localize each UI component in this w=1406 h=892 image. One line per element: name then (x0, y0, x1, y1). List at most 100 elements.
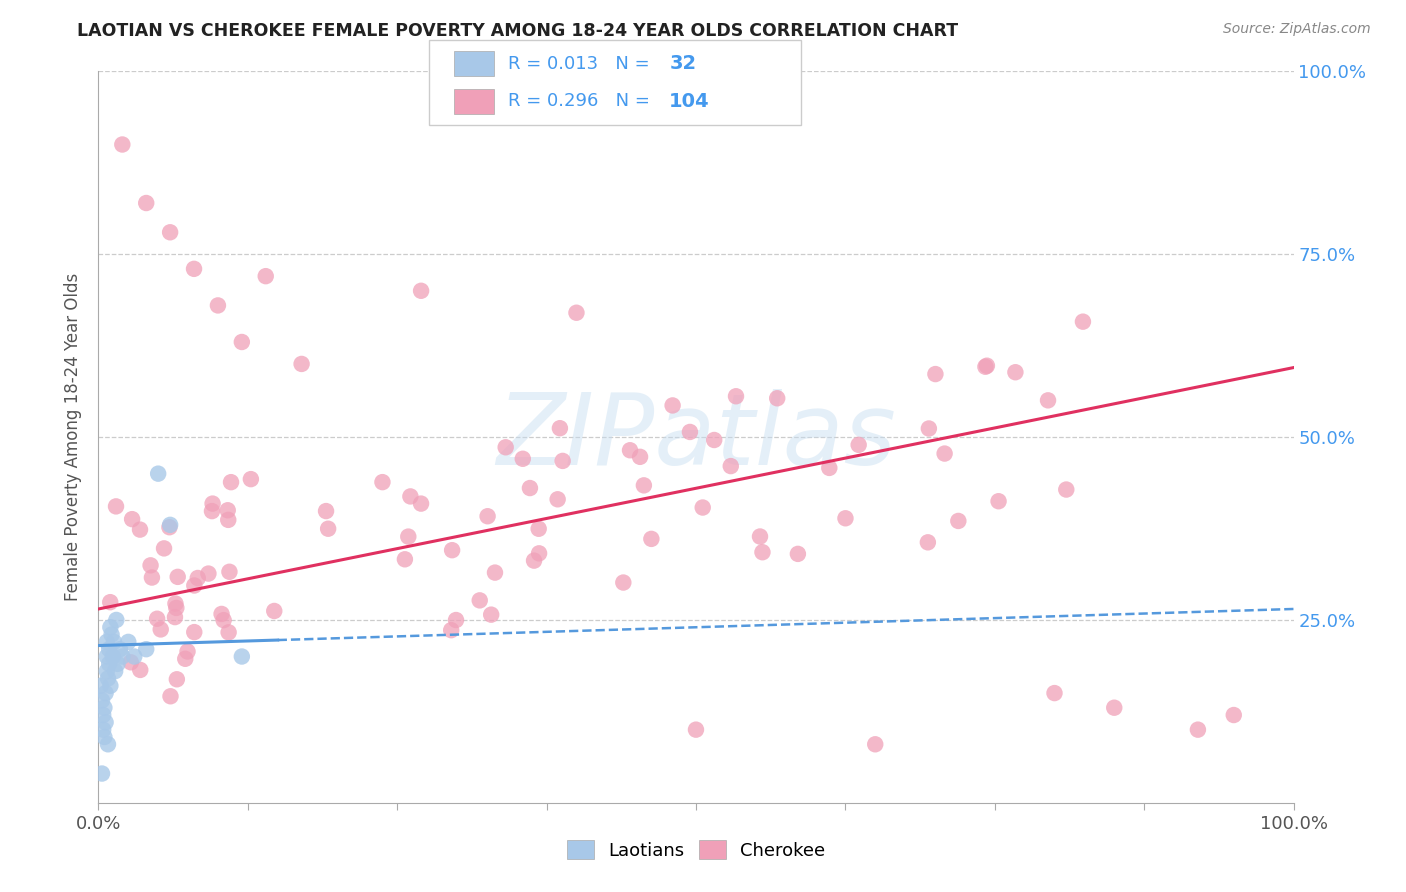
Point (183, 261, 205, 276)
Point (103, 635, 125, 649)
Point (917, 535, 939, 549)
Point (1043, 686, 1066, 700)
Point (98, 620, 122, 634)
Point (159, 520, 181, 534)
Text: R = 0.296   N =: R = 0.296 N = (508, 92, 655, 110)
Point (124, 649, 146, 664)
Point (551, 454, 574, 468)
Point (679, 425, 702, 439)
Point (94, 715, 117, 730)
Text: Source: ZipAtlas.com: Source: ZipAtlas.com (1223, 22, 1371, 37)
Point (703, 433, 725, 447)
Point (219, 475, 242, 490)
Point (519, 481, 541, 495)
Point (96, 635, 118, 649)
Point (98, 679, 122, 693)
Point (640, 532, 662, 546)
Point (101, 649, 124, 664)
Point (98, 642, 121, 657)
Point (548, 421, 571, 435)
Point (633, 478, 655, 492)
Point (409, 497, 432, 511)
Point (107, 657, 129, 671)
Point (153, 541, 176, 556)
Point (523, 553, 546, 567)
Point (91, 766, 114, 780)
Y-axis label: Female Poverty Among 18-24 Year Olds: Female Poverty Among 18-24 Year Olds (65, 273, 83, 601)
Point (96, 664, 118, 678)
Point (818, 461, 841, 475)
Point (477, 509, 499, 524)
Point (159, 690, 181, 704)
Point (139, 558, 162, 573)
Point (117, 635, 139, 649)
Point (1223, 708, 1246, 723)
Point (527, 522, 550, 536)
Point (1104, 700, 1126, 714)
Point (163, 610, 186, 624)
Point (98, 595, 121, 609)
Point (316, 522, 339, 536)
Point (628, 450, 651, 464)
Point (612, 575, 634, 590)
Point (751, 545, 773, 559)
Point (685, 723, 707, 737)
Point (96, 649, 118, 664)
Point (565, 306, 588, 320)
Point (394, 552, 416, 566)
Point (254, 269, 277, 284)
Point (239, 472, 262, 486)
Point (159, 225, 181, 239)
Point (441, 543, 464, 558)
Point (149, 623, 172, 637)
Point (495, 440, 517, 454)
Legend: Laotians, Cherokee: Laotians, Cherokee (560, 833, 832, 867)
Point (315, 504, 337, 518)
Point (918, 421, 941, 435)
Point (165, 601, 187, 615)
Point (1071, 315, 1094, 329)
Point (98, 657, 121, 671)
Point (105, 500, 128, 514)
Point (468, 593, 491, 607)
Point (834, 511, 856, 525)
Point (93, 730, 115, 744)
Point (91, 723, 114, 737)
Point (1187, 723, 1209, 737)
Point (527, 546, 550, 560)
Point (91, 708, 114, 723)
Point (411, 284, 433, 298)
Point (211, 607, 233, 621)
Point (974, 359, 997, 374)
Point (111, 137, 134, 152)
Point (129, 523, 152, 537)
Point (786, 547, 808, 561)
Point (512, 451, 534, 466)
Point (547, 492, 569, 507)
Point (187, 571, 209, 585)
Point (720, 459, 742, 474)
Point (987, 494, 1010, 508)
Point (197, 566, 219, 581)
Point (174, 652, 197, 666)
Point (749, 529, 772, 543)
Point (218, 625, 240, 640)
Point (692, 500, 714, 515)
Point (111, 649, 134, 664)
Point (141, 570, 163, 584)
Point (148, 467, 170, 481)
Point (159, 517, 181, 532)
Point (396, 530, 419, 544)
Point (201, 504, 224, 518)
Point (104, 664, 127, 678)
Text: ZIPatlas: ZIPatlas (496, 389, 896, 485)
Point (1054, 483, 1077, 497)
Point (135, 642, 157, 657)
Text: LAOTIAN VS CHEROKEE FEMALE POVERTY AMONG 18-24 YEAR OLDS CORRELATION CHART: LAOTIAN VS CHEROKEE FEMALE POVERTY AMONG… (77, 22, 959, 40)
Point (183, 578, 205, 592)
Point (263, 604, 285, 618)
Point (440, 623, 463, 637)
Point (108, 642, 131, 657)
Text: R = 0.013   N =: R = 0.013 N = (508, 55, 655, 73)
Point (218, 565, 240, 579)
